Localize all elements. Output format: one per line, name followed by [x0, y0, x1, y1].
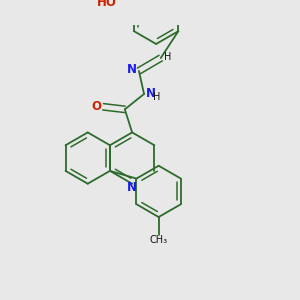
Text: N: N — [127, 181, 137, 194]
Text: N: N — [146, 87, 155, 100]
Text: HO: HO — [97, 0, 117, 9]
Text: H: H — [164, 52, 172, 62]
Text: N: N — [127, 63, 136, 76]
Text: O: O — [92, 100, 102, 113]
Text: CH₃: CH₃ — [150, 236, 168, 245]
Text: H: H — [153, 92, 161, 102]
